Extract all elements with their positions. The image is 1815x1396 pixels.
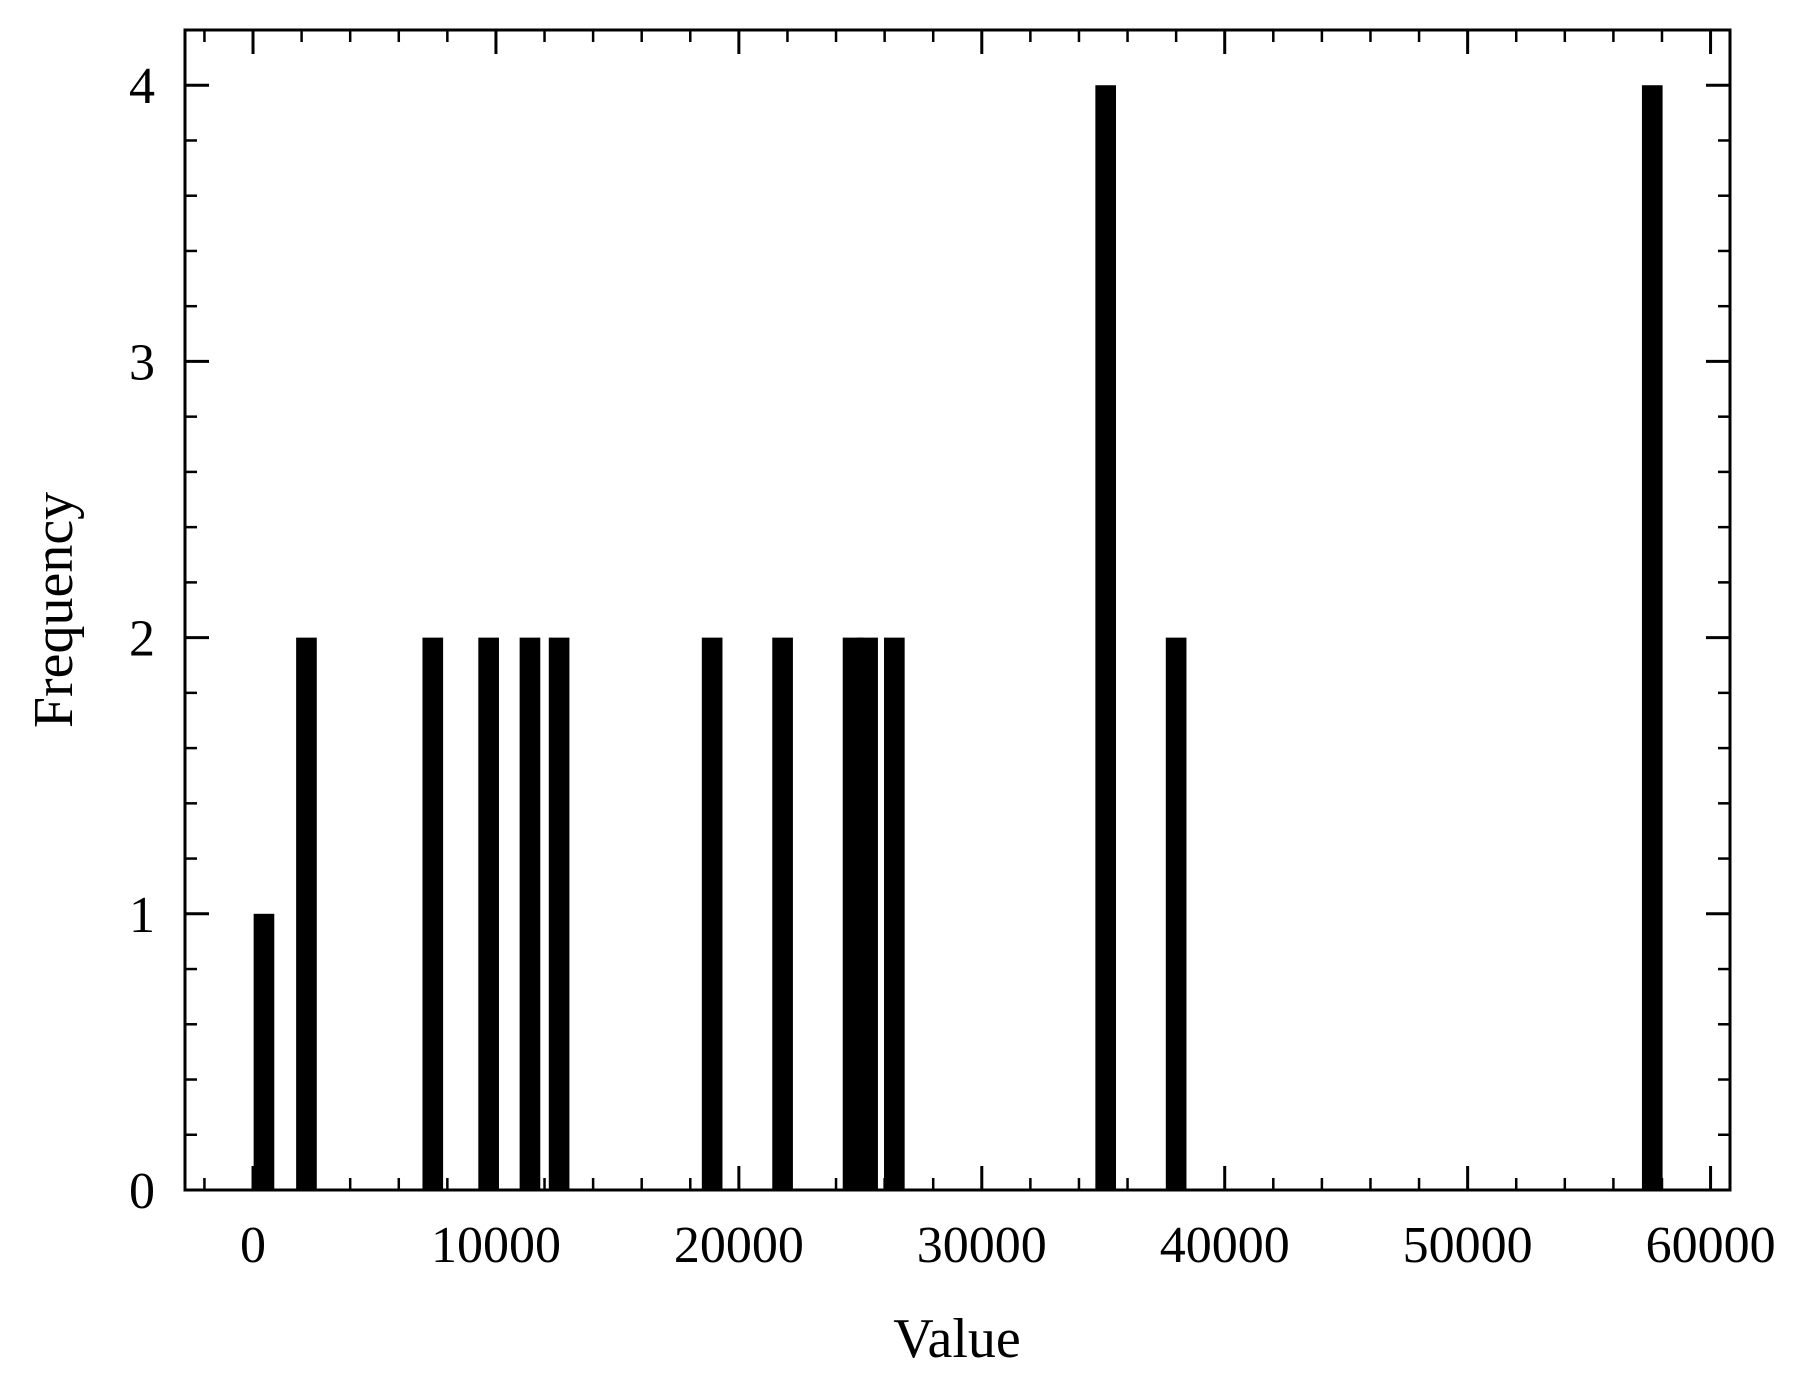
x-tick-label-1: 10000	[431, 1217, 561, 1274]
y-tick-label-1: 1	[129, 887, 155, 944]
bar-1	[296, 637, 317, 1190]
x-tick-label-5: 50000	[1403, 1217, 1533, 1274]
x-tick-label-0: 0	[240, 1217, 266, 1274]
bar-9	[857, 637, 878, 1190]
bars-layer	[253, 85, 1663, 1191]
y-tick-label-4: 4	[129, 58, 155, 115]
bar-6	[701, 637, 723, 1190]
x-axis-label: Value	[893, 1308, 1021, 1370]
bar-2	[422, 637, 444, 1190]
x-tick-label-3: 30000	[917, 1217, 1047, 1274]
y-tick-label-2: 2	[129, 611, 155, 668]
bar-13	[1641, 85, 1663, 1191]
y-axis-label: Frequency	[23, 492, 85, 728]
bar-0	[253, 913, 275, 1190]
x-tick-label-4: 40000	[1160, 1217, 1290, 1274]
y-tick-label-0: 0	[129, 1163, 155, 1220]
y-tick-label-3: 3	[129, 334, 155, 391]
x-tick-label-2: 20000	[674, 1217, 804, 1274]
bar-10	[884, 637, 905, 1190]
x-tick-labels: 0 10000 20000 30000 40000 50000 60000	[240, 1217, 1776, 1274]
bar-7	[772, 637, 793, 1190]
bar-5	[548, 637, 570, 1190]
bar-4	[519, 637, 541, 1190]
x-tick-label-6: 60000	[1646, 1217, 1776, 1274]
plot-frame	[183, 28, 1732, 1192]
y-tick-labels: 0 1 2 3 4	[129, 58, 155, 1220]
bar-11	[1095, 85, 1117, 1191]
bar-3	[478, 637, 499, 1190]
ticks-layer	[185, 28, 1730, 1192]
bar-12	[1165, 637, 1187, 1190]
